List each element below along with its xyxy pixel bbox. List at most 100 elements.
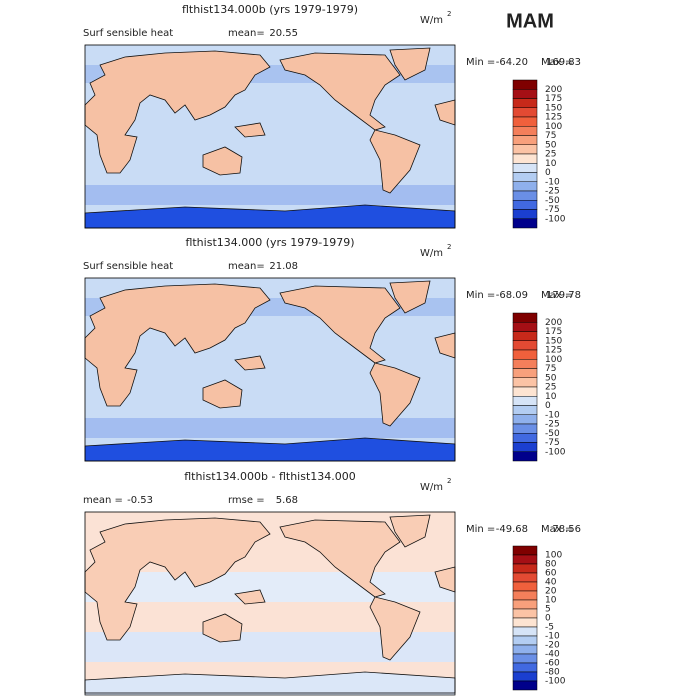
colorbar-box: [512, 200, 538, 210]
colorbar-label: 75: [545, 131, 556, 141]
colorbar-box: [512, 107, 538, 118]
units: W/m: [420, 248, 443, 259]
colorbar-label: 100: [545, 551, 562, 561]
max-value: 78.56: [552, 524, 581, 535]
colorbar-box: [512, 563, 538, 574]
colorbar-label: -100: [545, 447, 566, 457]
colorbar-label: 50: [545, 373, 557, 383]
colorbar-box: [512, 190, 538, 201]
map: [84, 44, 456, 229]
colorbar-label: 175: [545, 94, 562, 104]
colorbar-label: -25: [545, 187, 560, 197]
min-value: -64.20: [496, 57, 528, 68]
panel-title: flthist134.000 (yrs 1979-1979): [185, 236, 354, 249]
colorbar-label: 0: [545, 614, 551, 624]
colorbar-label: 100: [545, 355, 562, 365]
colorbar-label: 80: [545, 560, 557, 570]
variable-name: Surf sensible heat: [83, 261, 173, 272]
min-value: -68.09: [496, 290, 528, 301]
map: [84, 511, 456, 696]
colorbar-label: -10: [545, 410, 560, 420]
colorbar-box: [512, 126, 538, 136]
colorbar-label: 10: [545, 159, 557, 169]
colorbar-label: 40: [545, 578, 557, 588]
colorbar-label: 0: [545, 401, 551, 411]
panel-title: flthist134.000b (yrs 1979-1979): [182, 3, 358, 16]
colorbar-box: [512, 572, 538, 583]
units-power: 2: [447, 243, 451, 251]
colorbar-box: [512, 671, 538, 682]
colorbar-label: -75: [545, 205, 560, 215]
colorbar-label: -50: [545, 196, 560, 206]
colorbar-label: -60: [545, 659, 560, 669]
colorbar-box: [512, 322, 538, 332]
variable-name: Surf sensible heat: [83, 28, 173, 39]
min-label: Min =: [466, 524, 495, 535]
colorbar-box: [512, 653, 538, 664]
colorbar-box: [512, 662, 538, 673]
colorbar-label: 200: [545, 318, 562, 328]
colorbar-box: [512, 340, 538, 351]
colorbar-box: [512, 414, 538, 425]
colorbar-box: [512, 442, 538, 452]
max-label: Max =: [541, 57, 573, 68]
colorbar-box: [512, 451, 538, 462]
colorbar-box: [512, 209, 538, 219]
colorbar-box: [512, 181, 538, 192]
colorbar-label: -10: [545, 632, 560, 642]
colorbar-box: [512, 386, 538, 397]
colorbar-label: 20: [545, 587, 557, 597]
colorbar-box: [512, 626, 538, 637]
stat-value: 5.68: [276, 495, 298, 506]
colorbar-label: 200: [545, 85, 562, 95]
colorbar-label: 125: [545, 346, 562, 356]
max-value: 179.78: [546, 290, 581, 301]
colorbar-box: [512, 599, 538, 610]
colorbar-box: [512, 423, 538, 434]
colorbar-box: [512, 89, 538, 99]
colorbar-box: [512, 377, 538, 388]
colorbar-box: [512, 433, 538, 443]
panel-title: flthist134.000b - flthist134.000: [184, 470, 356, 483]
colorbar-box: [512, 590, 538, 601]
colorbar-label: 100: [545, 122, 562, 132]
colorbar-label: -50: [545, 429, 560, 439]
colorbar-label: 50: [545, 140, 557, 150]
units: W/m: [420, 15, 443, 26]
colorbar-label: 175: [545, 327, 562, 337]
colorbar-label: -100: [545, 677, 566, 687]
colorbar-label: 125: [545, 113, 562, 123]
colorbar-label: 0: [545, 168, 551, 178]
colorbar-box: [512, 135, 538, 145]
colorbar-label: -100: [545, 214, 566, 224]
colorbar-box: [512, 153, 538, 164]
max-label: Max =: [541, 290, 573, 301]
colorbar-label: 60: [545, 569, 557, 579]
colorbar-label: 25: [545, 150, 556, 160]
colorbar-label: 25: [545, 383, 556, 393]
colorbar-box: [512, 405, 538, 415]
colorbar-box: [512, 163, 538, 173]
min-label: Min =: [466, 290, 495, 301]
colorbar-label: -40: [545, 650, 560, 660]
colorbar-box: [512, 554, 538, 565]
colorbar-box: [512, 368, 538, 378]
colorbar-label: -10: [545, 177, 560, 187]
colorbar-box: [512, 144, 538, 155]
season-title: MAM: [506, 10, 554, 32]
colorbar-label: 150: [545, 336, 562, 346]
colorbar-label: 10: [545, 596, 557, 606]
stat-label: mean =: [83, 495, 123, 506]
colorbar-box: [512, 98, 538, 108]
colorbar-box: [512, 79, 538, 90]
colorbar-box: [512, 331, 538, 341]
min-value: -49.68: [496, 524, 528, 535]
colorbar-label: 10: [545, 392, 557, 402]
min-label: Min =: [466, 57, 495, 68]
stat-label: mean=: [228, 28, 265, 39]
stat-value: 21.08: [269, 261, 298, 272]
max-label: Max =: [541, 524, 573, 535]
colorbar-box: [512, 635, 538, 646]
colorbar-label: 5: [545, 605, 551, 615]
colorbar-box: [512, 172, 538, 182]
